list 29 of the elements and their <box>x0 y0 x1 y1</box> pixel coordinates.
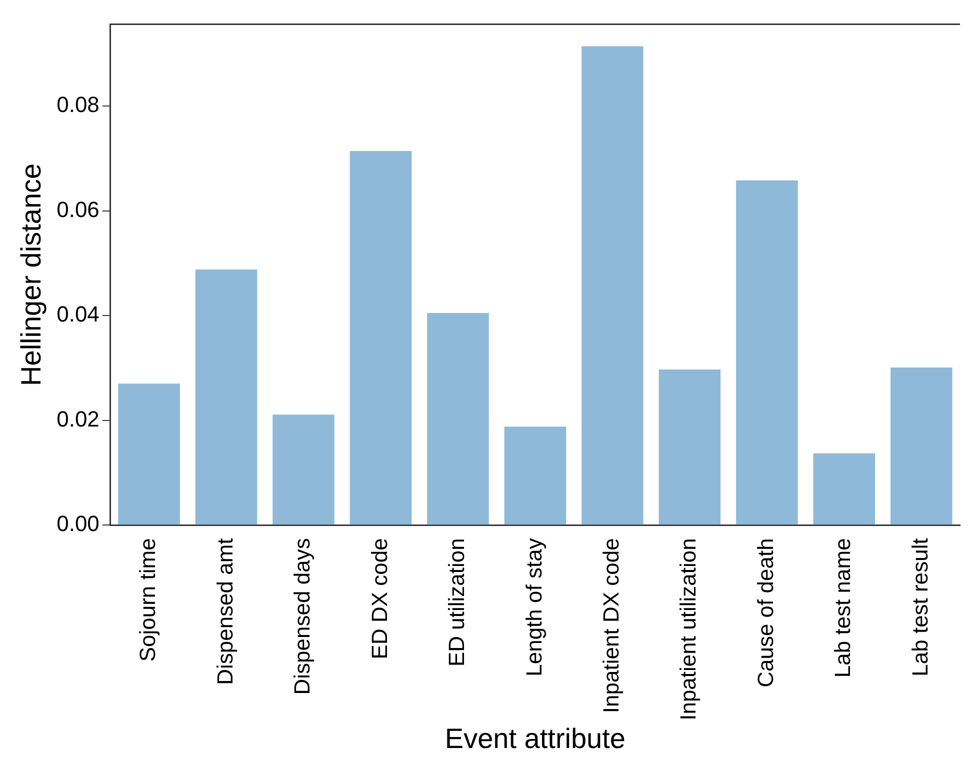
y-tick-label: 0.00 <box>56 511 100 536</box>
x-tick-label: Lab test name <box>830 538 856 678</box>
bar <box>118 384 180 525</box>
x-tick-label: Inpatient DX code <box>598 538 624 714</box>
x-tick-label: Inpatient utilization <box>676 538 701 720</box>
bar <box>890 367 952 525</box>
y-tick-label: 0.08 <box>56 92 100 118</box>
y-tick-label: 0.06 <box>56 196 100 222</box>
x-tick-label: Cause of death <box>752 538 778 688</box>
bar <box>195 269 258 525</box>
bar <box>350 151 412 525</box>
x-tick-label: Dispensed amt <box>212 538 238 685</box>
x-tick-label: ED DX code <box>366 538 392 660</box>
bar <box>427 312 489 525</box>
x-tick-label: Sojourn time <box>135 538 160 662</box>
y-axis-title: Hellinger distance <box>16 163 47 386</box>
x-tick-label: Lab test result <box>907 538 932 676</box>
y-tick-label: 0.02 <box>56 406 100 432</box>
x-tick-label: Length of stay <box>521 538 546 676</box>
bar <box>736 180 798 525</box>
bar <box>658 370 721 525</box>
x-tick-label: ED utilization <box>444 538 470 667</box>
bar <box>272 414 334 525</box>
bar <box>813 453 876 525</box>
y-tick-label: 0.04 <box>56 302 100 327</box>
bar <box>504 426 566 525</box>
x-tick-label: Dispensed days <box>290 538 315 695</box>
bar <box>582 46 644 525</box>
x-axis-title: Event attribute <box>444 722 626 754</box>
